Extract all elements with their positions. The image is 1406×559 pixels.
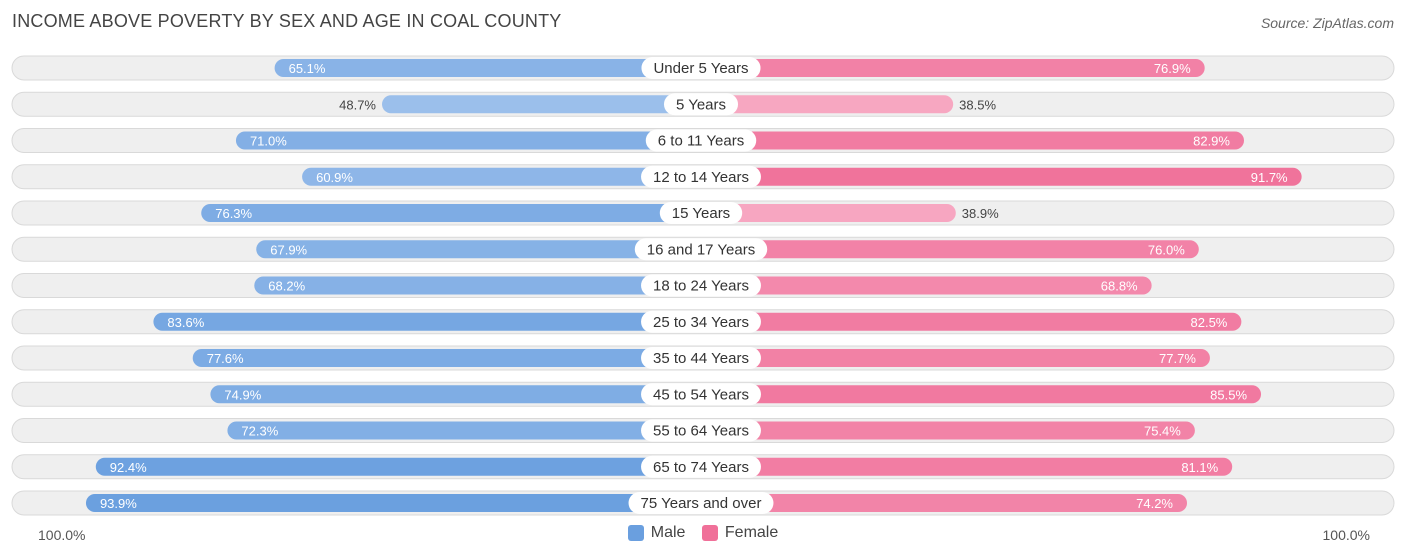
bar-female xyxy=(701,349,1210,367)
chart-title: INCOME ABOVE POVERTY BY SEX AND AGE IN C… xyxy=(12,11,562,31)
value-label-female: 85.5% xyxy=(1210,387,1247,402)
bar-male xyxy=(254,276,702,295)
legend-label-male: Male xyxy=(650,524,686,541)
category-pill xyxy=(645,129,757,152)
chart-source: Source: ZipAtlas.com xyxy=(1260,15,1394,31)
value-label-female: 76.0% xyxy=(1148,242,1185,257)
value-label-male: 71.0% xyxy=(250,134,287,149)
category-label: 75 Years and over xyxy=(641,495,762,512)
category-pill xyxy=(641,419,761,442)
value-label-male: 74.9% xyxy=(224,387,261,402)
legend-label-female: Female xyxy=(724,524,779,541)
value-label-male: 67.9% xyxy=(270,242,307,257)
category-label: Under 5 Years xyxy=(653,60,748,77)
value-label-female: 77.7% xyxy=(1159,351,1196,366)
legend-item-female[interactable]: Female xyxy=(701,524,779,542)
bar-female xyxy=(701,95,954,114)
category-label: 16 and 17 Years xyxy=(647,241,755,258)
legend-swatch-female xyxy=(701,525,718,541)
legend-item-male[interactable]: Male xyxy=(627,524,686,542)
bar-female xyxy=(701,204,956,222)
bar-male xyxy=(382,95,701,114)
category-label: 15 Years xyxy=(672,205,730,222)
value-label-male: 83.6% xyxy=(167,315,204,330)
value-label-female: 82.9% xyxy=(1193,134,1230,149)
bar-female xyxy=(701,421,1195,440)
category-label: 6 to 11 Years xyxy=(658,133,744,150)
value-label-male: 68.2% xyxy=(268,279,305,294)
bar-female xyxy=(701,457,1233,476)
bar-female xyxy=(701,59,1205,77)
value-label-female: 76.9% xyxy=(1154,61,1191,76)
value-label-female: 38.5% xyxy=(959,97,996,112)
legend-swatch-male xyxy=(627,525,644,541)
value-label-male: 48.7% xyxy=(339,97,376,112)
category-pill xyxy=(663,93,739,116)
category-pill xyxy=(641,383,761,406)
bar-female xyxy=(701,494,1188,512)
bar-male xyxy=(210,385,701,404)
bar-male xyxy=(235,131,701,150)
value-label-female: 75.4% xyxy=(1144,424,1181,439)
category-label: 45 to 54 Years xyxy=(653,386,749,403)
bar-male xyxy=(192,349,701,367)
bar-female xyxy=(701,240,1199,259)
category-label: 55 to 64 Years xyxy=(653,423,749,440)
bar-male xyxy=(95,457,701,476)
bar-male xyxy=(274,59,701,77)
bar-male xyxy=(227,421,701,440)
bar-female xyxy=(701,276,1152,295)
axis-right-label: 100.0% xyxy=(1322,527,1370,543)
category-pill xyxy=(641,455,761,478)
value-label-male: 77.6% xyxy=(207,351,244,366)
bar-male xyxy=(256,240,701,259)
value-label-male: 72.3% xyxy=(241,424,278,439)
category-pill xyxy=(641,57,761,79)
category-pill xyxy=(659,202,743,224)
category-label: 25 to 34 Years xyxy=(653,314,749,331)
value-label-male: 76.3% xyxy=(215,206,252,221)
bar-female xyxy=(701,167,1302,186)
value-label-male: 92.4% xyxy=(110,460,147,475)
bar-female xyxy=(701,131,1244,150)
bar-male xyxy=(302,167,701,186)
value-label-female: 81.1% xyxy=(1181,460,1218,475)
bar-male xyxy=(201,204,702,222)
category-label: 35 to 44 Years xyxy=(653,350,749,367)
value-label-female: 91.7% xyxy=(1251,170,1288,185)
value-label-male: 65.1% xyxy=(289,61,326,76)
bar-female xyxy=(701,385,1262,404)
bar-male xyxy=(153,312,702,331)
category-label: 65 to 74 Years xyxy=(653,459,749,476)
category-pill xyxy=(634,238,768,261)
value-label-female: 74.2% xyxy=(1136,496,1173,511)
category-pill xyxy=(641,165,761,188)
category-pill xyxy=(641,347,761,369)
category-pill xyxy=(641,274,761,297)
value-label-male: 60.9% xyxy=(316,170,353,185)
bar-male xyxy=(85,494,701,512)
value-label-female: 68.8% xyxy=(1101,279,1138,294)
legend: Male Female xyxy=(0,524,1406,546)
bar-female xyxy=(701,312,1242,331)
category-pill xyxy=(628,492,774,514)
axis-left-label: 100.0% xyxy=(38,527,86,543)
category-pill xyxy=(641,310,761,333)
category-label: 18 to 24 Years xyxy=(653,278,749,295)
value-label-female: 38.9% xyxy=(962,206,999,221)
value-label-male: 93.9% xyxy=(100,496,137,511)
category-label: 12 to 14 Years xyxy=(653,169,749,186)
category-label: 5 Years xyxy=(676,96,726,113)
value-label-female: 82.5% xyxy=(1191,315,1228,330)
